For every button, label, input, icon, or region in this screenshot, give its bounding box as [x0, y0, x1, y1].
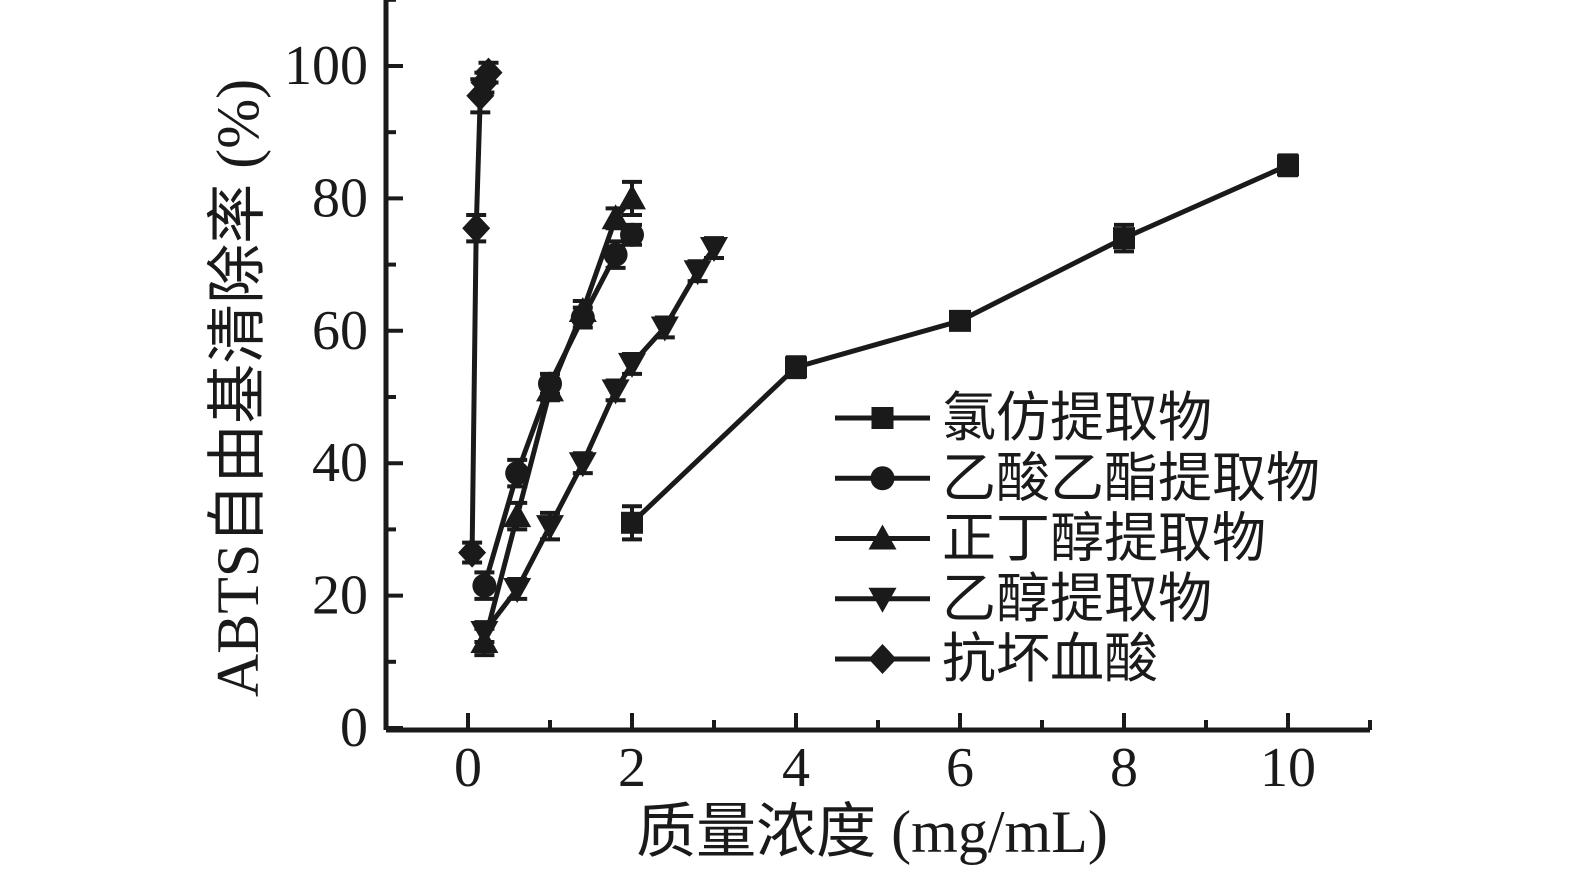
- series-line: [469, 71, 491, 553]
- diamond-marker: [458, 537, 487, 568]
- triangle-down-marker: [601, 379, 630, 405]
- triangle-down-marker: [568, 452, 597, 478]
- triangle-up-marker: [601, 204, 630, 230]
- triangle-down-marker: [868, 587, 897, 613]
- legend-item-4: 抗坏血酸: [835, 629, 1158, 689]
- series-line: [482, 246, 717, 634]
- series-line: [481, 233, 634, 587]
- legend-label: 抗坏血酸: [942, 629, 1158, 689]
- triangle-up-marker: [536, 376, 564, 402]
- square-marker: [871, 407, 894, 429]
- diamond-marker: [462, 213, 491, 244]
- legend-item-0: 氯仿提取物: [835, 388, 1212, 448]
- triangle-up-marker: [568, 296, 597, 322]
- y-tick-label: 40: [312, 432, 368, 494]
- square-marker: [1113, 227, 1135, 250]
- y-tick-label: 80: [312, 167, 368, 229]
- series-4: [458, 57, 503, 568]
- legend-item-3: 乙醇提取物: [835, 569, 1212, 629]
- triangle-down-marker: [503, 577, 532, 603]
- circle-marker: [505, 461, 530, 486]
- series-2: [470, 179, 646, 658]
- y-tick-label: 60: [312, 300, 368, 362]
- y-tick-label: 100: [284, 35, 368, 97]
- triangle-up-marker: [868, 524, 897, 550]
- diamond-marker: [474, 57, 503, 88]
- x-tick-label: 6: [946, 737, 974, 799]
- square-marker: [949, 309, 971, 332]
- triangle-down-marker: [470, 621, 499, 647]
- triangle-down-marker: [618, 352, 646, 378]
- circle-marker: [472, 573, 497, 598]
- axes: [383, 0, 1372, 733]
- legend-label: 乙酸乙酯提取物: [942, 448, 1320, 508]
- x-axis-title: 质量浓度 (mg/mL): [636, 799, 1108, 865]
- x-tick-label: 4: [782, 737, 810, 799]
- x-tick-label: 8: [1110, 737, 1138, 799]
- x-tick-label: 10: [1260, 737, 1316, 799]
- triangle-up-marker: [618, 184, 646, 210]
- legend-label: 正丁醇提取物: [942, 509, 1266, 569]
- series-3: [470, 236, 728, 647]
- x-tick-label: 0: [454, 737, 482, 799]
- legend-item-2: 正丁醇提取物: [835, 509, 1266, 569]
- triangle-down-marker: [536, 515, 564, 541]
- square-marker: [621, 511, 643, 534]
- y-tick-label: 20: [312, 565, 368, 627]
- series-1: [472, 222, 644, 601]
- circle-marker: [603, 242, 628, 267]
- y-tick-label: 0: [340, 697, 368, 759]
- legend-item-1: 乙酸乙酯提取物: [835, 448, 1320, 508]
- triangle-down-marker: [683, 260, 712, 286]
- triangle-up-marker: [503, 502, 532, 528]
- triangle-down-marker: [700, 237, 728, 263]
- legend-label: 乙醇提取物: [942, 569, 1212, 629]
- square-marker: [785, 356, 807, 379]
- x-tick-label: 2: [618, 737, 646, 799]
- triangle-down-marker: [650, 316, 679, 342]
- square-marker: [1277, 154, 1299, 177]
- diamond-marker: [868, 644, 897, 674]
- series-0: [621, 153, 1299, 542]
- circle-marker: [870, 466, 895, 491]
- y-axis-title: ABTS自由基清除率 (%): [205, 79, 271, 697]
- legend-label: 氯仿提取物: [942, 388, 1212, 448]
- data-series: [458, 57, 1299, 658]
